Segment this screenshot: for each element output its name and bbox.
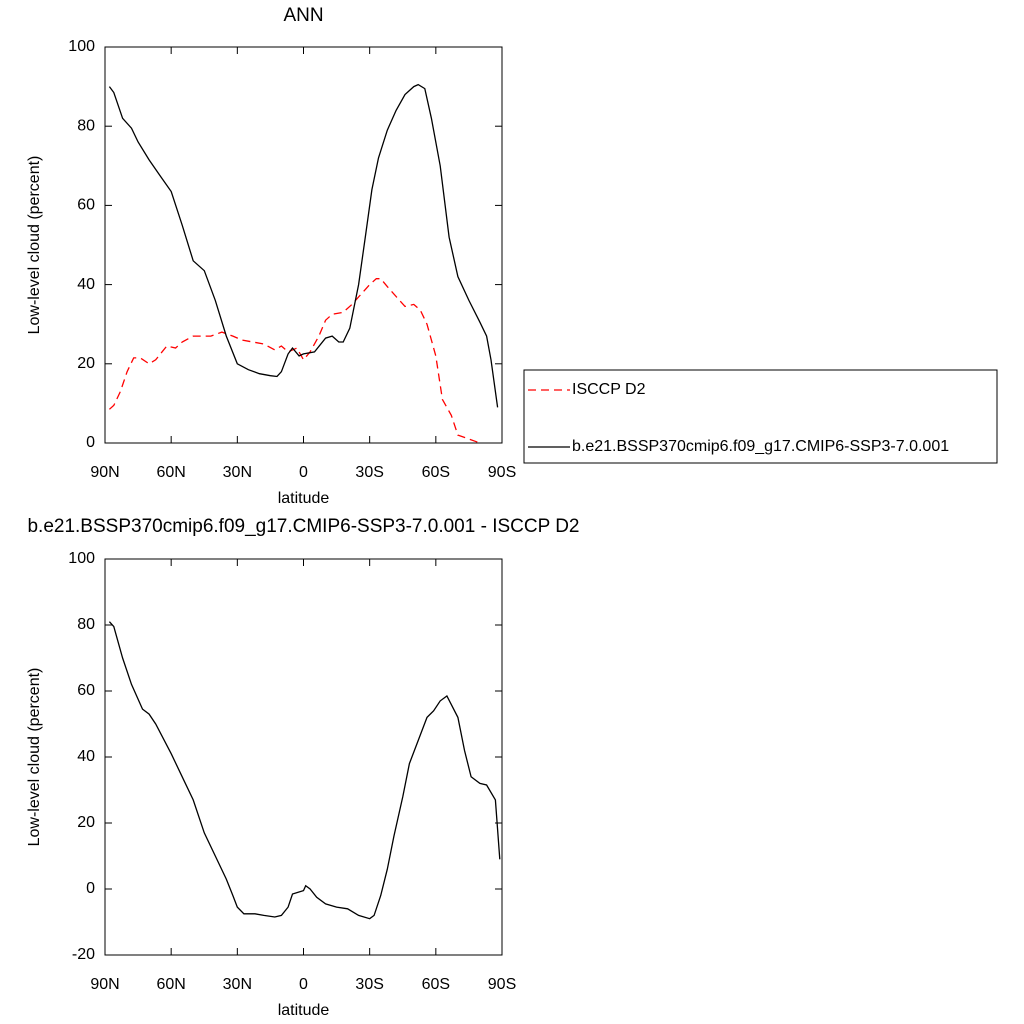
plot-frame [104, 558, 503, 956]
x-tick-label: 60S [422, 976, 450, 993]
x-tick-label: 90S [488, 464, 516, 481]
y-tick-label: 20 [77, 355, 95, 372]
y-tick-label: 80 [77, 616, 95, 633]
x-tick-label: 90S [488, 976, 516, 993]
y-tick-label: 60 [77, 682, 95, 699]
x-tick-label: 90N [90, 976, 119, 993]
x-tick-label: 60N [156, 976, 185, 993]
y-tick-label: 20 [77, 814, 95, 831]
x-tick-label: 60N [156, 464, 185, 481]
chart-title: ANN [283, 5, 323, 26]
data-line [108, 278, 481, 444]
x-tick-label: 30N [223, 976, 252, 993]
plot-frame [104, 46, 503, 444]
legend-label: b.e21.BSSP370cmip6.f09_g17.CMIP6-SSP3-7.… [572, 438, 949, 455]
x-tick-label: 60S [422, 464, 450, 481]
y-tick-label: 80 [77, 117, 95, 134]
y-tick-label: 40 [77, 748, 95, 765]
x-tick-label: 30N [223, 464, 252, 481]
chart-title: b.e21.BSSP370cmip6.f09_g17.CMIP6-SSP3-7.… [27, 516, 579, 537]
y-tick-label: 0 [86, 880, 95, 897]
legend-label: ISCCP D2 [572, 381, 646, 398]
x-tick-label: 0 [299, 464, 308, 481]
x-tick-label: 0 [299, 976, 308, 993]
data-line [108, 83, 499, 408]
y-tick-label: 100 [68, 38, 95, 55]
y-tick-label: 100 [68, 550, 95, 567]
x-axis-label: latitude [278, 490, 330, 507]
y-tick-label: 60 [77, 197, 95, 214]
y-axis-label: Low-level cloud (percent) [26, 156, 43, 335]
x-tick-label: 90N [90, 464, 119, 481]
y-tick-label: 0 [86, 434, 95, 451]
x-axis-label: latitude [278, 1002, 330, 1019]
data-line [108, 621, 501, 920]
y-tick-label: -20 [72, 946, 95, 963]
y-axis-label: Low-level cloud (percent) [26, 668, 43, 847]
x-tick-label: 30S [355, 464, 383, 481]
y-tick-label: 40 [77, 276, 95, 293]
x-tick-label: 30S [355, 976, 383, 993]
legend-box [523, 369, 998, 464]
